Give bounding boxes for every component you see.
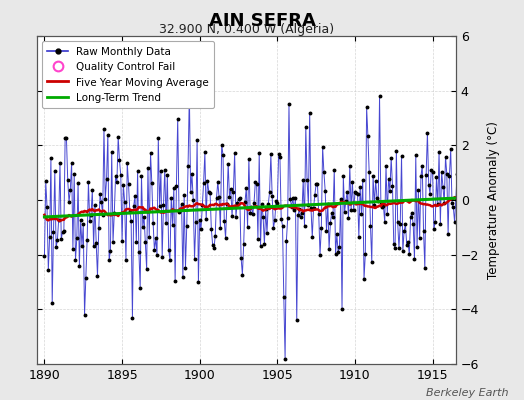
Legend: Raw Monthly Data, Quality Control Fail, Five Year Moving Average, Long-Term Tren: Raw Monthly Data, Quality Control Fail, … [42, 41, 214, 108]
Y-axis label: Temperature Anomaly (°C): Temperature Anomaly (°C) [487, 121, 500, 279]
Text: Berkeley Earth: Berkeley Earth [426, 388, 508, 398]
Title: 32.900 N, 0.400 W (Algeria): 32.900 N, 0.400 W (Algeria) [159, 23, 334, 36]
Text: AIN SEFRA: AIN SEFRA [209, 12, 315, 30]
